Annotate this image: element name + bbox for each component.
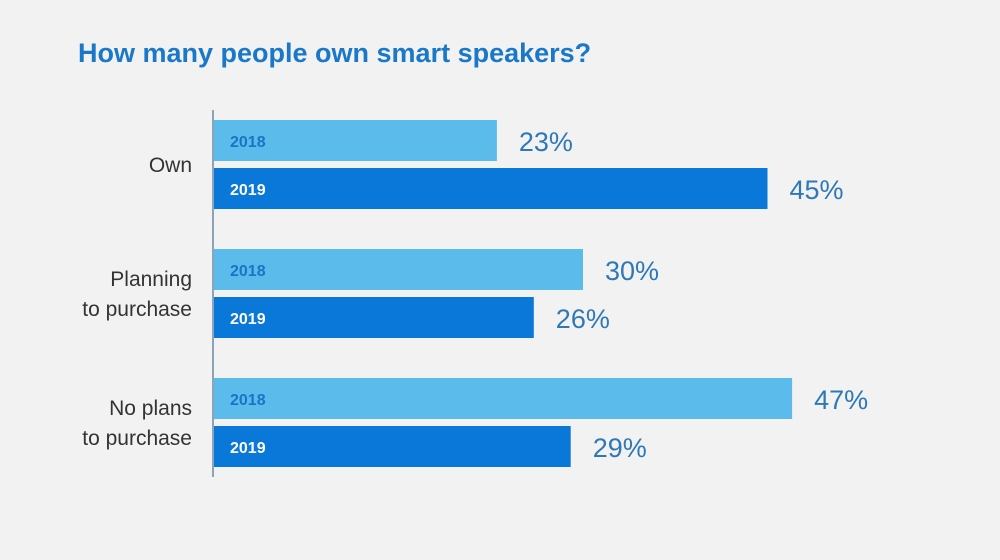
bar-2019	[214, 168, 768, 209]
bar-2019	[214, 426, 571, 467]
category-label-line: Planning	[110, 268, 192, 291]
category-label: Planning to purchase	[82, 268, 192, 321]
data-label: 30%	[605, 256, 659, 286]
series-label-2018: 2018	[230, 392, 266, 409]
data-label: 23%	[519, 127, 573, 157]
data-label: 29%	[593, 433, 647, 463]
data-label: 47%	[814, 385, 868, 415]
category-label-line: Own	[149, 154, 192, 177]
category-label-line: to purchase	[82, 298, 192, 321]
bar-2019	[214, 297, 534, 338]
data-label: 26%	[556, 304, 610, 334]
chart-title: How many people own smart speakers?	[78, 38, 592, 68]
category-label: Own	[149, 154, 192, 177]
bar-2018	[214, 249, 583, 290]
category-label-line: No plans	[109, 397, 192, 420]
category-label: No plans to purchase	[82, 397, 192, 450]
series-label-2019: 2019	[230, 440, 266, 457]
series-label-2018: 2018	[230, 134, 266, 151]
series-label-2019: 2019	[230, 311, 266, 328]
series-label-2019: 2019	[230, 182, 266, 199]
data-label: 45%	[790, 175, 844, 205]
bar-2018	[214, 378, 793, 419]
category-label-line: to purchase	[82, 427, 192, 450]
bar-2018	[214, 120, 497, 161]
series-label-2018: 2018	[230, 263, 266, 280]
